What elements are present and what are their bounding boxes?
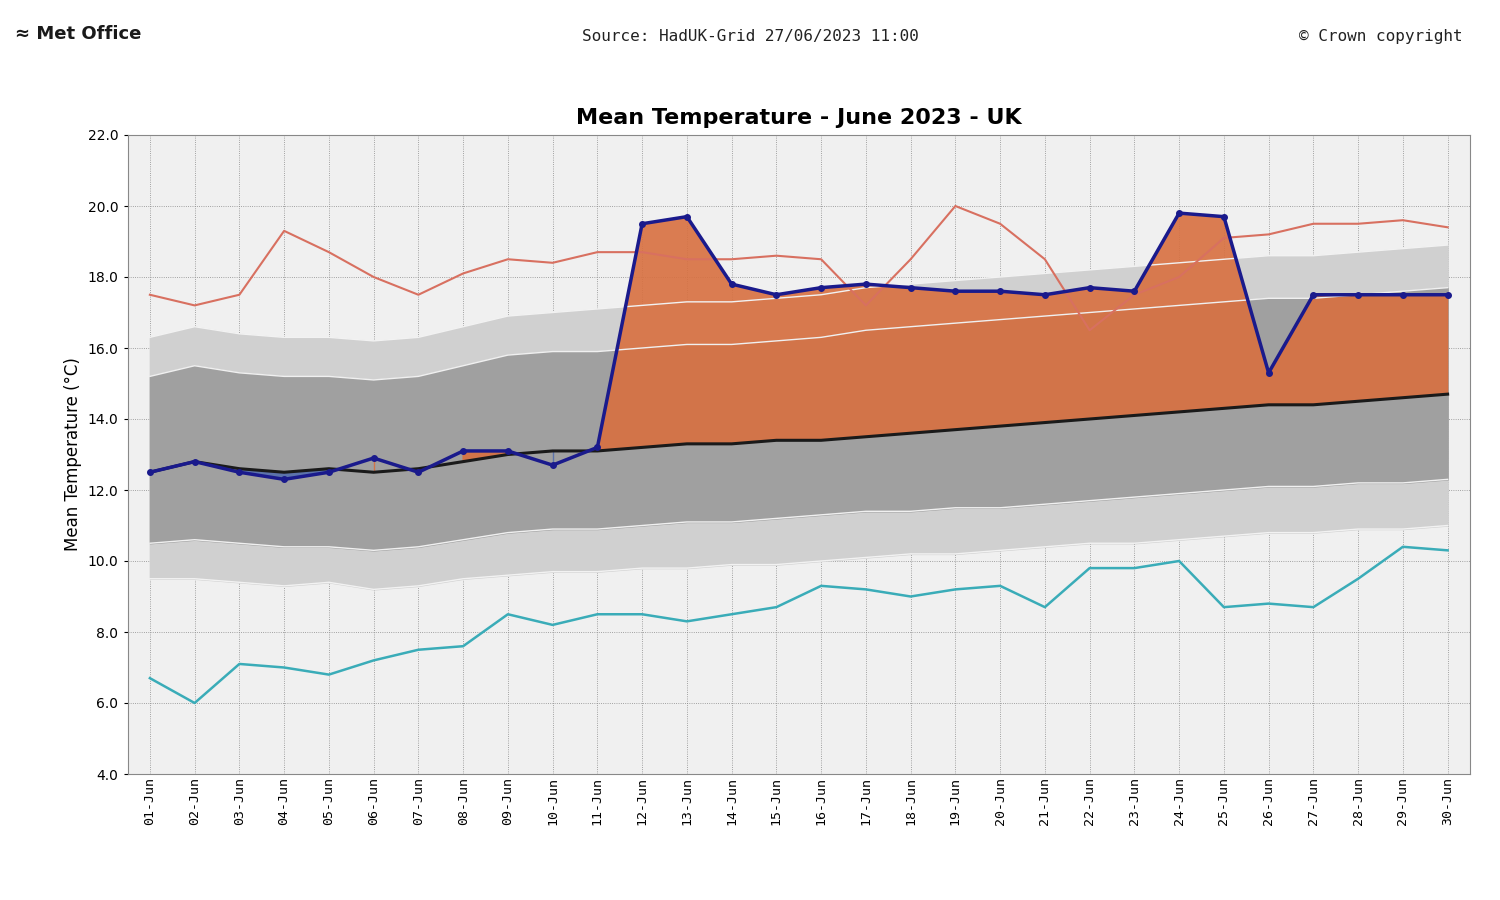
Y-axis label: Mean Temperature (°C): Mean Temperature (°C) xyxy=(64,357,82,552)
Text: © Crown copyright: © Crown copyright xyxy=(1299,29,1462,44)
Title: Mean Temperature - June 2023 - UK: Mean Temperature - June 2023 - UK xyxy=(576,108,1022,128)
Text: ≈ Met Office: ≈ Met Office xyxy=(15,25,141,43)
Text: Source: HadUK-Grid 27/06/2023 11:00: Source: HadUK-Grid 27/06/2023 11:00 xyxy=(582,29,918,44)
